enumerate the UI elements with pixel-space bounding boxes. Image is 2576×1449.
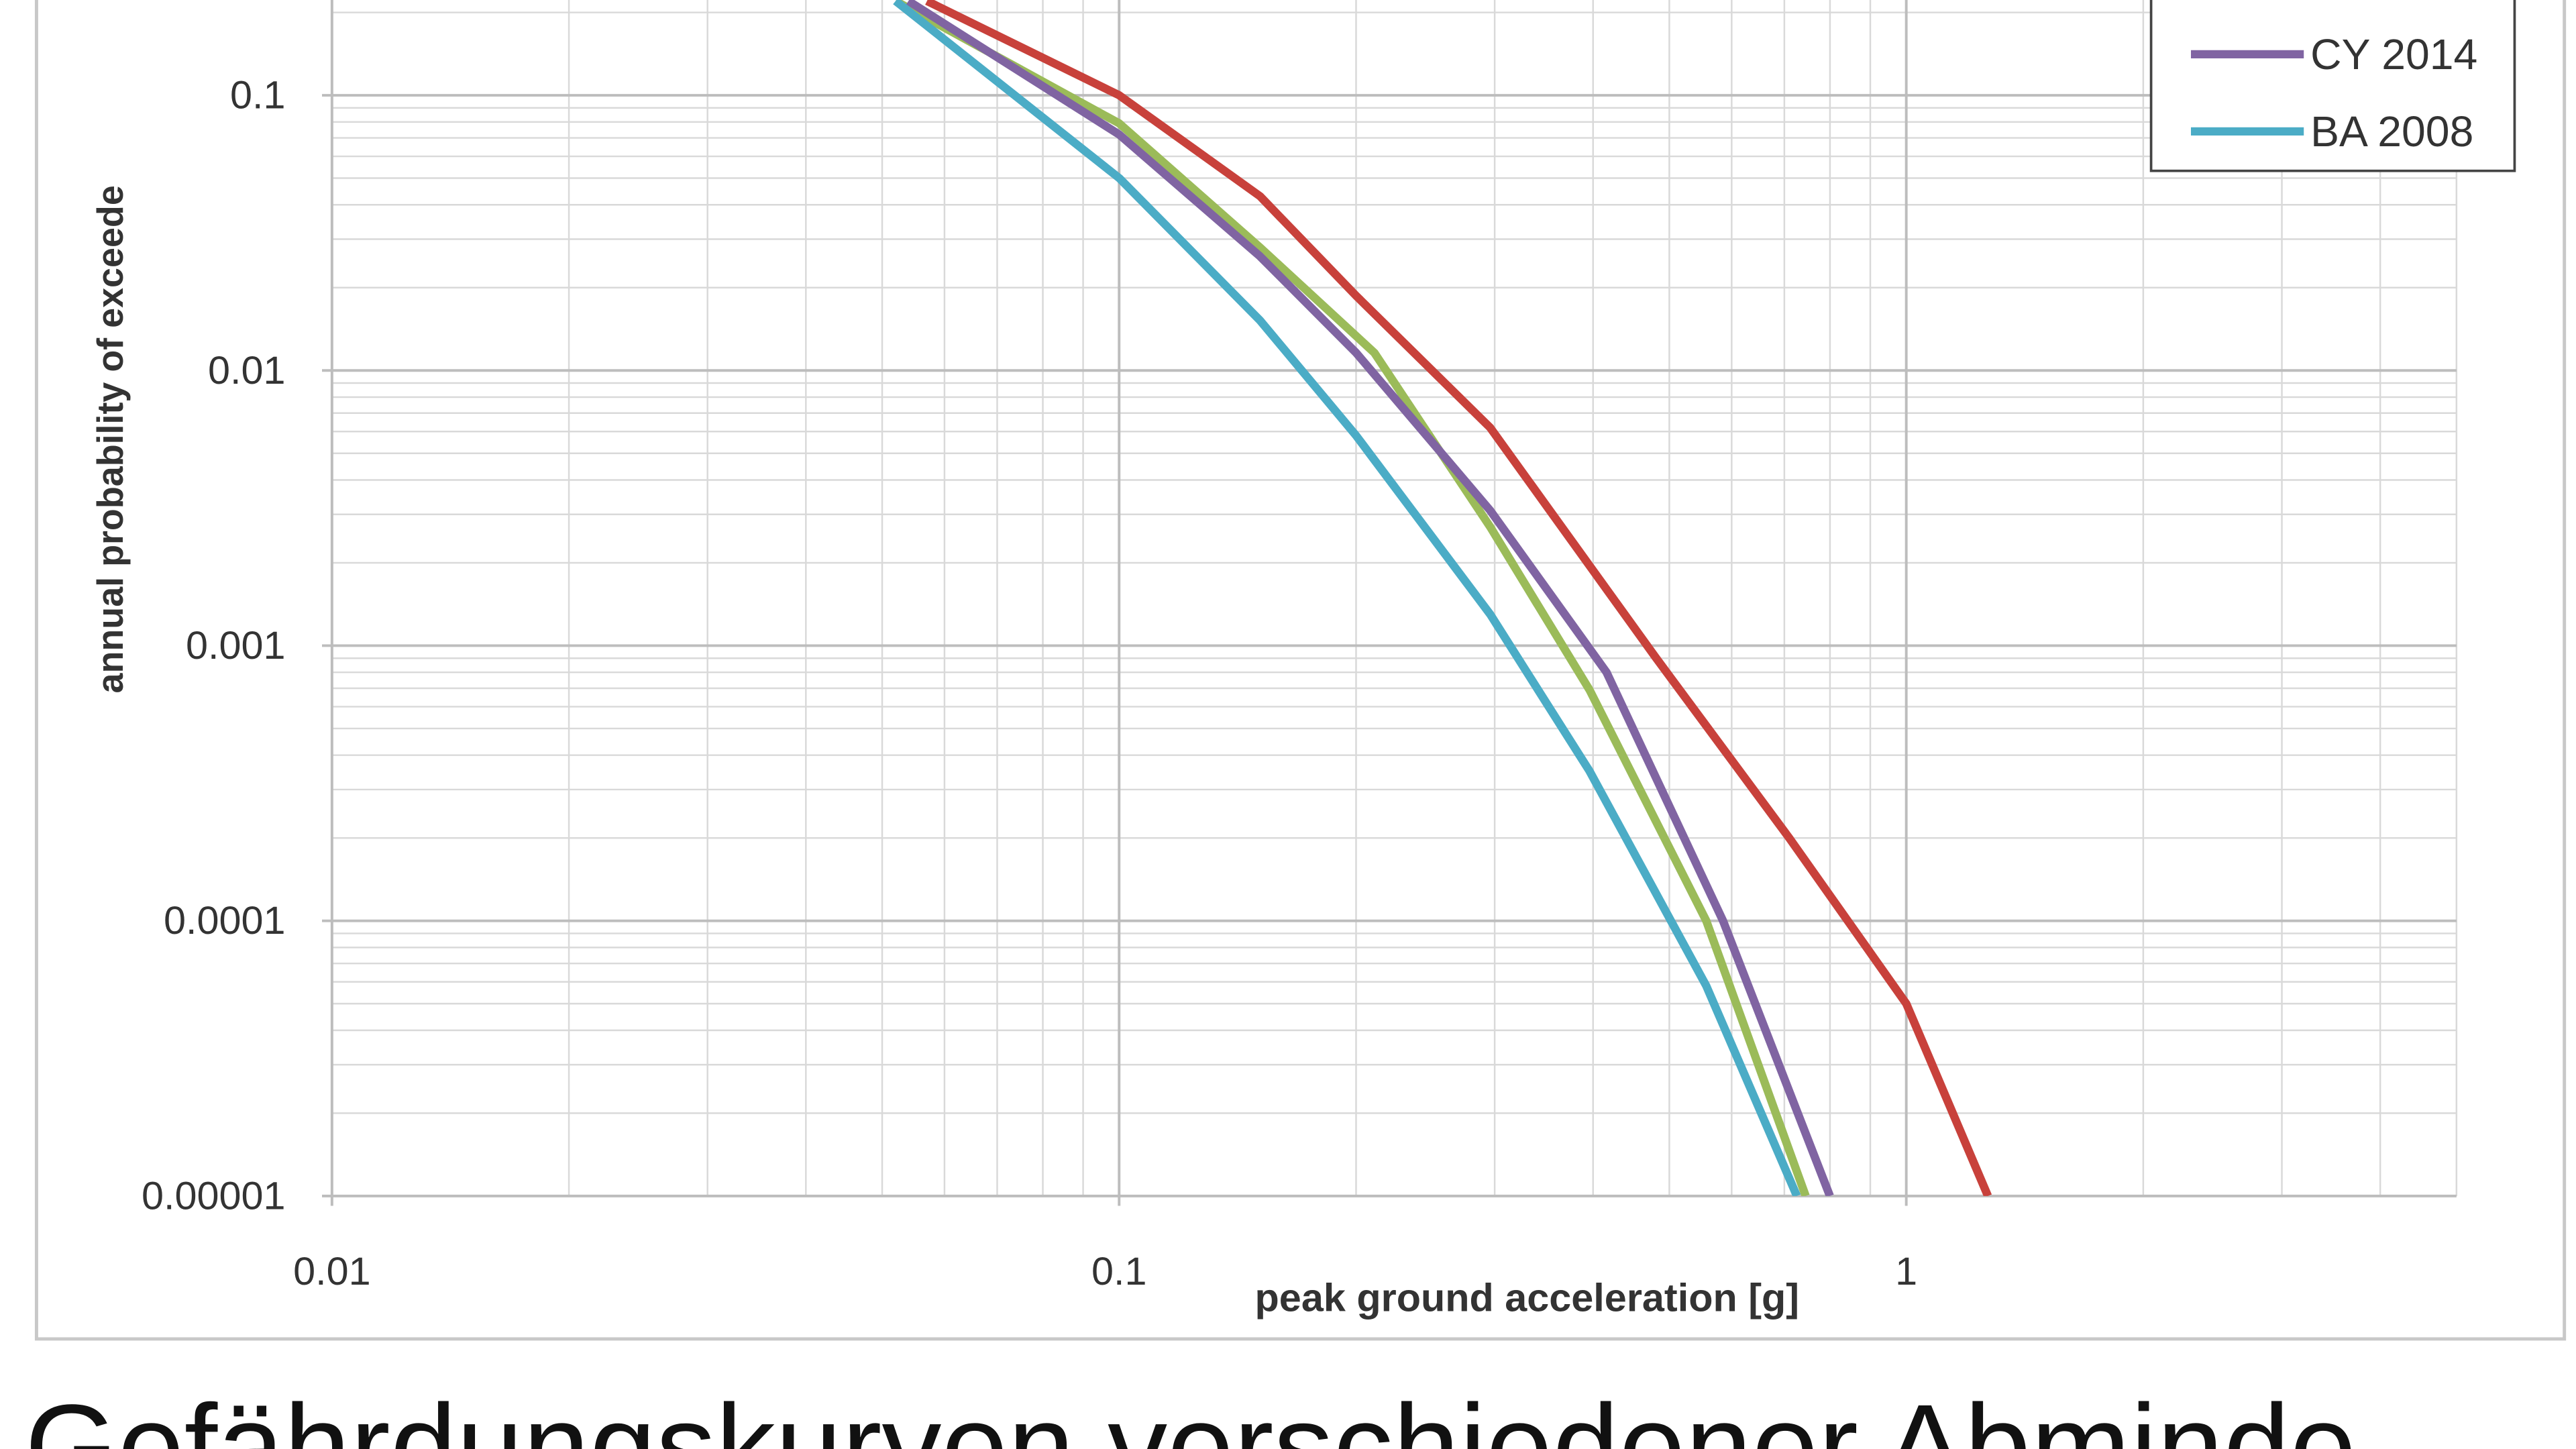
series-line — [906, 0, 1834, 1196]
x-tick-label: 0.1 — [1091, 1249, 1147, 1293]
chart-frame — [34, 0, 2567, 1341]
series-line — [893, 0, 1801, 1196]
x-tick-label: 0.01 — [293, 1249, 371, 1293]
caption: Gefährdungskurven verschiedener Abminde — [25, 1380, 2357, 1449]
legend-label: CY 2014 — [2310, 30, 2477, 78]
x-tick-label: 1 — [1895, 1249, 1917, 1293]
legend-box — [2149, 0, 2516, 172]
y-axis-label: annual probability of exceede — [91, 185, 131, 693]
series-line — [925, 0, 1992, 1196]
y-tick-label: 0.01 — [208, 348, 286, 392]
y-tick-label: 0.00001 — [142, 1174, 286, 1218]
y-tick-label: 0.0001 — [164, 899, 286, 943]
x-axis-label: peak ground acceleration [g] — [1255, 1276, 1799, 1320]
plot-area — [893, 0, 1992, 1196]
grid — [322, 0, 2458, 1206]
y-tick-label: 0.1 — [230, 73, 286, 117]
labels: 0.00001 0.0001 0.001 0.01 0.1 0.01 0.1 1 — [142, 73, 1917, 1293]
y-tick-label: 0.001 — [186, 623, 286, 667]
legend: CY 2014 BA 2008 — [2149, 0, 2516, 172]
legend-label: BA 2008 — [2310, 107, 2473, 156]
